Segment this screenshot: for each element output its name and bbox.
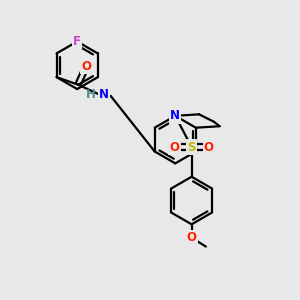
Text: S: S (188, 140, 196, 154)
Text: O: O (169, 140, 179, 154)
Text: O: O (204, 140, 214, 154)
Text: F: F (73, 35, 81, 48)
Text: N: N (99, 88, 109, 101)
Text: O: O (187, 231, 196, 244)
Text: N: N (170, 109, 180, 122)
Text: O: O (81, 60, 91, 73)
Text: H: H (86, 88, 96, 101)
